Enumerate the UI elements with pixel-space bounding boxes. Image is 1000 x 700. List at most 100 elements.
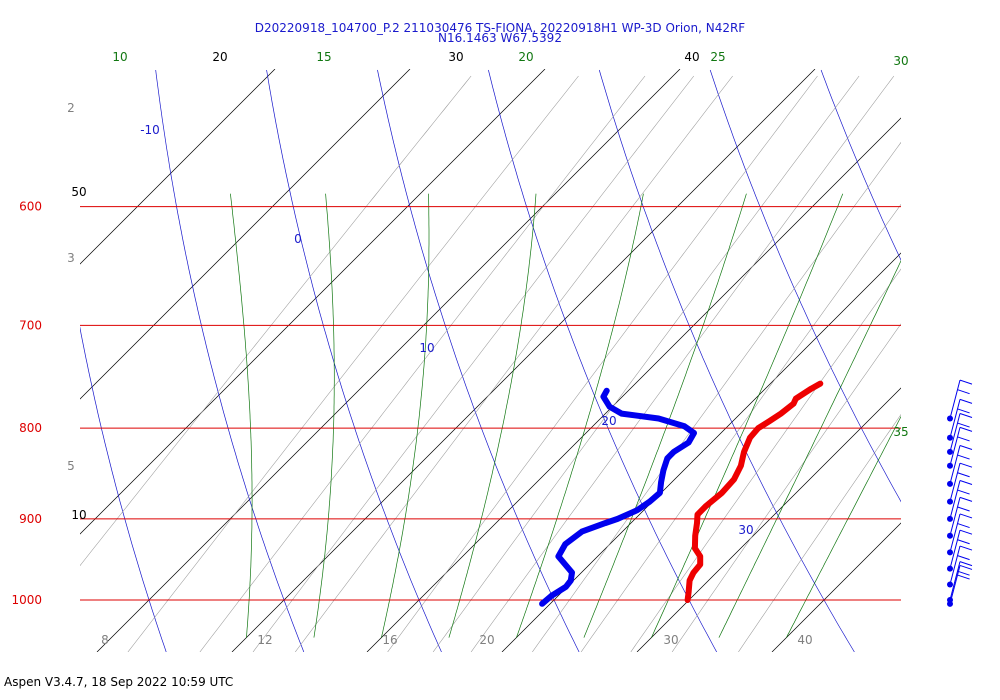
wind-barb-flag [957,574,970,580]
isotherm-label: 40 [684,50,699,64]
isotherm-line [501,252,901,652]
wind-barb-flag [957,472,970,478]
isotherm-line [80,69,411,400]
mixing-ratio-line [630,268,901,652]
footer-text: Aspen V3.4.7, 18 Sep 2022 10:59 UTC [4,675,234,689]
wind-barb-flag [959,545,973,551]
wind-barb-flag [959,496,973,502]
wind-barb-staff [949,379,961,419]
mixing-ratio-line [127,75,579,652]
mixing-ratio-line [387,75,818,652]
dry-adiabat-label: -10 [140,123,160,137]
bottom-tick-label: 30 [663,633,678,647]
wind-barb-flag [957,539,970,545]
wind-barb-flag [957,408,970,414]
mixing-ratio-line [532,141,901,652]
dry-adiabat-line [266,69,442,652]
wind-barb-staff [949,530,961,569]
mixing-ratio-line [80,75,472,567]
dry-adiabat-line [377,69,580,652]
bottom-tick-label: 20 [479,633,494,647]
mixing-ratio-label: 3 [67,251,75,265]
wind-barbs [947,379,973,607]
bottom-tick-label: 16 [382,633,397,647]
wind-barb-flag [959,564,973,570]
wind-barb-staff [949,399,961,438]
chart-title: D20220918_104700_P.2 211030476 TS-FIONA,… [254,21,746,35]
wind-barb-flag [959,412,973,418]
dry-adiabat-line [488,69,718,652]
moist-adiabat-line [516,193,644,638]
wind-barb-flag [959,398,973,404]
wind-barb-flag [959,379,973,385]
moist-adiabat-line [230,193,253,638]
dry-adiabat-label: 10 [419,341,434,355]
wind-barb-flag [959,444,973,450]
bottom-tick-label: 12 [257,633,272,647]
wind-barb-staff [949,445,961,484]
isotherm-label: 30 [448,50,463,64]
moist-adiabat-label: 25 [710,50,725,64]
wind-barb-flag [959,462,973,468]
wind-barb-flag [957,422,970,428]
wind-barb-flag [957,389,970,395]
dry-adiabat-label: 30 [738,523,753,537]
isobar-label: 900 [19,512,42,526]
grid-lines [80,69,1000,652]
wind-barb-staff [949,561,961,601]
isobar-lines [80,206,901,601]
moist-adiabat-line [718,260,901,638]
isotherm-label: 20 [212,50,227,64]
isotherm-line [231,69,816,652]
isobar-label: 1000 [11,593,42,607]
wind-barb-staff [949,427,961,466]
dry-adiabat-label: 20 [601,414,616,428]
wind-barb-flag [957,454,970,460]
wind-barb-flag [959,561,973,567]
isotherm-line [771,522,901,652]
mixing-ratio-line [580,203,901,652]
isotherm-label: 10 [71,508,86,522]
wind-barb-flag [959,513,973,519]
wind-barb-flag [957,523,970,529]
moist-adiabat-line [313,193,335,638]
wind-barb-flag [959,479,973,485]
wind-barb-flag [957,570,970,576]
isotherm-line [96,69,681,652]
chart-subtitle: N16.1463 W67.5392 [438,31,562,45]
mixing-ratio-line [294,75,733,652]
moist-adiabat-line [381,193,430,638]
mixing-ratio-line [252,75,695,652]
mixing-ratio-line [470,75,895,652]
dry-adiabat-label: 0 [294,232,302,246]
sounding-profiles [539,380,824,607]
wind-barb-flag [957,489,970,495]
temperature-profile-line [684,380,824,603]
isotherm-line [907,69,1000,652]
moist-adiabat-label: 20 [518,50,533,64]
isotherm-label: 50 [71,185,86,199]
wind-barb-staff [949,497,961,536]
mixing-ratio-line [671,323,901,652]
dry-adiabat-line [80,326,167,652]
moist-adiabat-label: 15 [316,50,331,64]
mixing-ratio-line [738,413,901,652]
mixing-ratio-line [432,75,860,652]
wind-barb-flag [957,555,970,561]
dry-adiabat-line [820,69,901,261]
wind-barb-staff [949,513,961,553]
isotherm-line [80,69,546,535]
isobar-label: 600 [19,200,42,214]
isotherm-line [366,117,901,652]
wind-barb-flag [957,506,970,512]
wind-barb-staff [949,480,961,519]
isotherm-line [636,387,901,652]
mixing-ratio-label: 2 [67,101,75,115]
dewpoint-profile-line [539,387,697,607]
moist-adiabat-line [786,415,901,638]
wind-barb-flag [959,529,973,535]
moist-adiabat-label: 35 [893,425,908,439]
isobar-label: 700 [19,318,42,332]
